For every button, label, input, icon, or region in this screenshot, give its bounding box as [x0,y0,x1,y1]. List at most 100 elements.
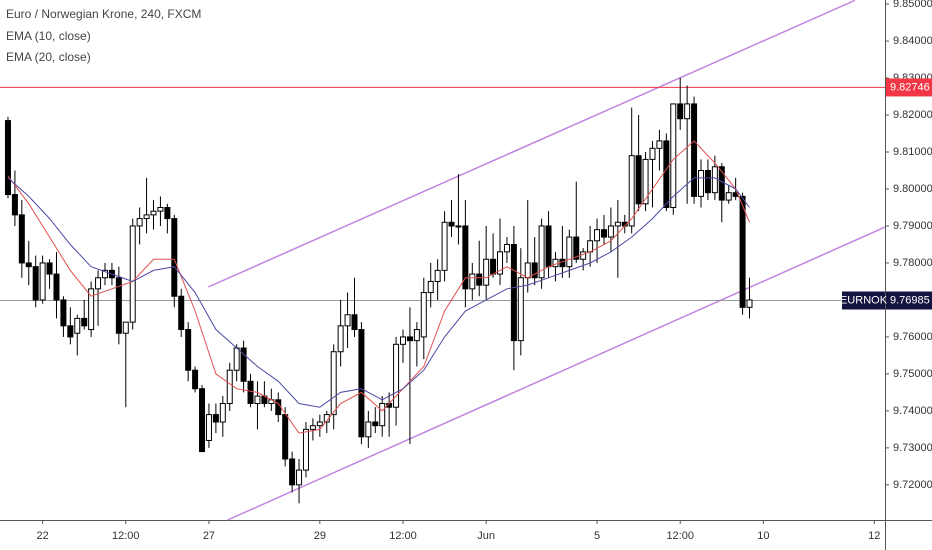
candle-body [704,169,711,194]
y-tick-label: 9.75000 [893,368,932,380]
candle-body [677,103,684,120]
candle-body [136,218,143,227]
candle-body [316,421,323,427]
symbol-label: EURNOK [840,294,888,306]
candle-body [302,428,309,471]
candle-body [67,325,74,338]
axes: 9.720009.730009.740009.750009.760009.770… [36,0,932,542]
candle-body [185,329,192,371]
candle-body [455,225,462,228]
candle-body [393,343,400,408]
candle-body [503,243,510,253]
chart-title: Euro / Norwegian Krone, 240, FXCM [6,7,201,21]
candle-body [497,251,504,275]
y-tick-label: 9.84000 [893,35,932,47]
candle-body [205,414,212,441]
candle-body [524,262,531,279]
candle-body [11,194,18,216]
candle-body [420,292,427,338]
x-tick-label: 29 [314,530,326,542]
candle-body [684,103,691,120]
candle-body [441,221,448,271]
candle-body [635,155,642,205]
candle-body [434,269,441,282]
price-label-box [886,78,932,97]
candle-body [594,229,601,242]
candle-body [406,336,413,342]
price-label: 9.76985 [890,294,930,306]
candle-body [157,206,164,212]
candle-body [358,329,365,438]
candle-body [462,225,469,290]
candle-body [289,458,296,486]
candle-body [330,351,337,416]
candle-body [32,266,39,301]
y-tick-label: 9.72000 [893,479,932,491]
trend-line [207,0,856,288]
x-tick-label: 12 [868,530,880,542]
candle-body [691,103,698,197]
candle-body [510,243,517,342]
y-tick-label: 9.85000 [893,0,932,10]
candle-body [559,258,566,268]
candle-body [580,251,587,260]
candle-body [628,155,635,227]
candle-body [469,273,476,290]
candle-body [101,269,108,279]
y-tick-label: 9.80000 [893,183,932,195]
candle-body [427,280,434,294]
y-tick-label: 9.78000 [893,257,932,269]
candle-body [296,469,303,486]
plot-area [0,0,886,521]
candle-body [171,218,178,297]
candle-body [4,120,11,196]
x-tick-label: Jun [477,530,495,542]
candle-body [448,221,455,227]
candle-body [219,402,226,423]
x-tick-label: 5 [594,530,600,542]
candle-body [614,221,621,227]
legend-entry: EMA (10, close) [6,29,91,43]
x-tick-label: 27 [203,530,215,542]
x-tick-label: 10 [757,530,769,542]
candle-body [517,277,524,342]
candle-body [711,166,718,194]
candle-body [379,402,386,427]
y-tick-label: 9.81000 [893,146,932,158]
candle-body [573,236,580,260]
candle-body [739,195,746,308]
candle-body [413,329,420,342]
candle-body [226,369,233,404]
candle-body [247,380,254,404]
candle-body [282,414,289,460]
candle-body [372,421,379,427]
price-label-box [886,291,932,310]
y-tick-label: 9.82000 [893,109,932,121]
candle-body [351,314,358,331]
candle-body [129,225,136,323]
candle-body [344,314,351,327]
y-tick-label: 9.73000 [893,442,932,454]
x-tick-label: 12:00 [666,530,694,542]
candle-body [399,336,406,345]
candle-body [25,262,32,268]
candle-body [607,225,614,238]
candle-body [74,317,81,334]
y-tick-label: 9.76000 [893,331,932,343]
candle-body [192,369,199,390]
candle-body [545,225,552,268]
candle-body [115,277,122,334]
candle-body [39,262,46,301]
candle-body [46,262,53,275]
candle-body [566,236,573,268]
candle-body [143,214,150,220]
candle-body [365,421,372,438]
candle-body [600,229,607,238]
candle-body [656,140,663,149]
ema-line [7,177,750,408]
candle-body [746,299,753,308]
symbol-label-box [842,291,885,310]
candle-body [178,295,185,331]
trend-line [227,226,886,521]
candle-body [199,388,206,453]
